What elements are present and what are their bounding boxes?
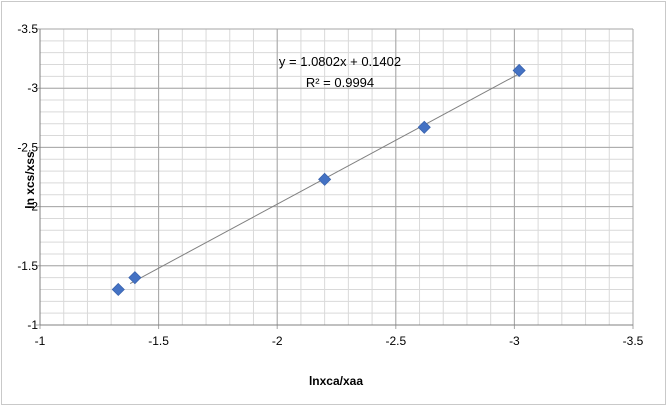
data-point	[111, 282, 125, 297]
y-tick-label: -3	[27, 81, 38, 95]
x-tick-label: -2	[272, 334, 283, 348]
data-points	[111, 63, 526, 297]
major-grid	[36, 28, 634, 329]
y-tick-label: -2	[27, 200, 38, 214]
x-tick-label: -1	[35, 334, 46, 348]
y-tick-label: -3.5	[17, 22, 38, 36]
trendline-equation: y = 1.0802x + 0.1402	[279, 54, 401, 69]
data-point	[512, 63, 526, 78]
axes	[39, 29, 633, 326]
minor-grid	[40, 29, 633, 325]
y-tick-labels: -1 -1.5 -2 -2.5 -3 -3.5	[17, 22, 38, 332]
y-axis-title: ln xcs/xss	[23, 151, 37, 209]
x-tick-label: -3	[509, 334, 520, 348]
data-point	[318, 172, 332, 186]
x-tick-labels: -1 -1.5 -2 -2.5 -3 -3.5	[35, 334, 644, 348]
x-tick-label: -1.5	[148, 334, 169, 348]
y-tick-label: -2.5	[17, 140, 38, 154]
x-axis-title: lnxca/xaa	[309, 374, 363, 388]
data-point	[417, 120, 431, 134]
y-tick-label: -1	[27, 318, 38, 332]
x-tick-label: -2.5	[385, 334, 406, 348]
r-squared-label: R² = 0.9994	[306, 75, 374, 90]
data-point	[128, 271, 142, 285]
y-tick-label: -1.5	[17, 259, 38, 273]
x-tick-label: -3.5	[623, 334, 644, 348]
